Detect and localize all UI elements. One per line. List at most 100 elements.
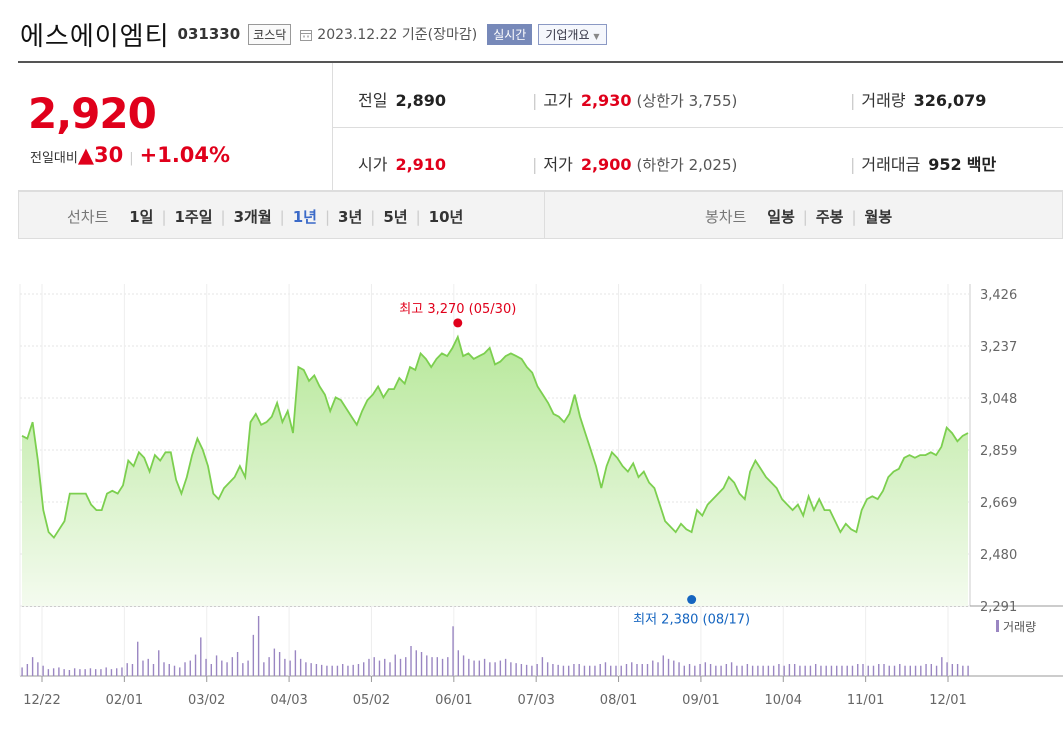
volume-bar: [946, 662, 948, 676]
volume-bar: [914, 665, 917, 676]
volume-bar: [152, 664, 155, 676]
low-annotation: 최저 2,380 (08/17): [633, 613, 750, 628]
volume-bar: [573, 664, 575, 676]
period-tab[interactable]: 3개월: [233, 208, 272, 226]
volume-bar: [21, 667, 23, 676]
volume-bar: [247, 660, 249, 676]
change-percent: +1.04%: [139, 143, 231, 167]
volume-bar: [126, 663, 128, 676]
volume-bar: [878, 664, 880, 676]
volume-bar: [478, 660, 481, 676]
volume-bar: [173, 665, 176, 676]
volume-bar: [289, 660, 291, 676]
chart-svg: 3,426 3,237 3,048 2,859 2,669 2,480 2,291 12/22…: [19, 284, 1063, 708]
x-tick-label: 12/01: [929, 693, 966, 708]
volume-bar: [625, 664, 628, 676]
candle-tab[interactable]: 일봉: [767, 208, 795, 226]
realtime-button[interactable]: 실시간: [487, 23, 533, 45]
volume-bar: [814, 664, 817, 676]
volume-bar: [646, 664, 649, 676]
volume-bar: [804, 665, 806, 676]
volume-bar: [357, 664, 360, 676]
volume-bar: [426, 655, 428, 676]
volume-bar: [142, 660, 144, 676]
y-tick-label: 2,480: [980, 548, 1017, 563]
current-price: 2,920: [28, 89, 157, 138]
stock-code: 031330: [177, 25, 241, 43]
volume-bar: [709, 664, 712, 676]
volume-bar: [909, 665, 911, 676]
volume-bar: [546, 662, 549, 676]
volume-bar: [441, 658, 444, 676]
volume-bar: [730, 662, 733, 676]
volume-bar: [951, 664, 954, 676]
trade-amount: | 거래대금 952 백만: [850, 155, 997, 174]
volume-bar: [121, 667, 123, 676]
volume-bar: [925, 664, 927, 676]
volume-bar: [741, 665, 743, 676]
volume-bar: [405, 657, 407, 676]
volume-bar: [531, 665, 533, 676]
volume-bar: [326, 665, 328, 676]
volume-bar: [615, 665, 617, 676]
volume-bar: [205, 658, 207, 676]
volume-bar: [273, 648, 276, 676]
x-tick-label: 08/01: [600, 693, 637, 708]
volume-bar: [757, 665, 759, 676]
volume-bar: [799, 665, 801, 676]
volume-bar: [567, 665, 570, 676]
period-tab[interactable]: 5년: [383, 208, 408, 226]
open-price: 시가 2,910: [358, 155, 447, 174]
volume-legend: 거래량: [1003, 620, 1036, 634]
market-badge: 코스닥: [248, 23, 292, 45]
period-tab[interactable]: 1주일: [174, 208, 213, 226]
volume-bar: [473, 660, 475, 676]
volume-bar: [893, 665, 896, 676]
volume-bar: [962, 665, 964, 676]
volume-bar: [956, 664, 959, 676]
company-info-button[interactable]: 기업개요 ▼: [538, 23, 607, 45]
volume-bar: [599, 664, 601, 676]
volume-bar: [200, 637, 202, 676]
volume-bar: [767, 665, 770, 676]
high-price: | 고가 2,930 (상한가 3,755): [532, 91, 738, 110]
volume-bar: [772, 665, 775, 676]
volume-bar: [867, 665, 869, 676]
volume-bar: [378, 660, 381, 676]
change-label: 전일대비: [30, 151, 78, 166]
volume-bar: [778, 664, 780, 676]
period-tab[interactable]: 3년: [338, 208, 363, 226]
volume: | 거래량 326,079: [850, 91, 987, 110]
volume-bar: [447, 657, 449, 676]
volume-bar: [52, 668, 55, 676]
volume-bar: [862, 664, 864, 676]
volume-bar: [751, 665, 754, 676]
volume-bar: [462, 655, 465, 676]
candle-tab[interactable]: 월봉: [864, 208, 893, 226]
high-annotation: 최고 3,270 (05/30): [399, 302, 516, 317]
candle-tab[interactable]: 주봉: [815, 208, 844, 226]
volume-bar: [278, 652, 281, 676]
y-tick-label: 2,291: [980, 600, 1017, 615]
volume-bar: [373, 657, 375, 676]
volume-bar: [384, 658, 386, 676]
period-tab[interactable]: 10년: [428, 208, 464, 226]
volume-bar: [299, 658, 302, 676]
period-tab[interactable]: 1일: [129, 208, 154, 226]
volume-bar: [341, 664, 344, 676]
calendar-icon: [299, 27, 313, 41]
volume-bar: [89, 668, 92, 676]
volume-bar: [310, 663, 312, 676]
volume-bar: [42, 665, 44, 676]
quote-row-2: 시가 2,910 | 저가 2,900 (하한가 2,025) | 거래대금 952 백만: [332, 127, 1063, 191]
current-price-box: 2,920 전일대비▲30 | +1.04%: [18, 63, 333, 191]
volume-bar: [967, 665, 969, 676]
volume-bar: [746, 664, 749, 676]
volume-bar: [320, 664, 323, 676]
volume-bar: [105, 667, 107, 676]
volume-bar: [688, 664, 691, 676]
period-tab[interactable]: 1년: [292, 208, 317, 226]
volume-bar: [399, 658, 402, 676]
volume-bar: [179, 667, 181, 676]
volume-bar: [368, 658, 370, 676]
